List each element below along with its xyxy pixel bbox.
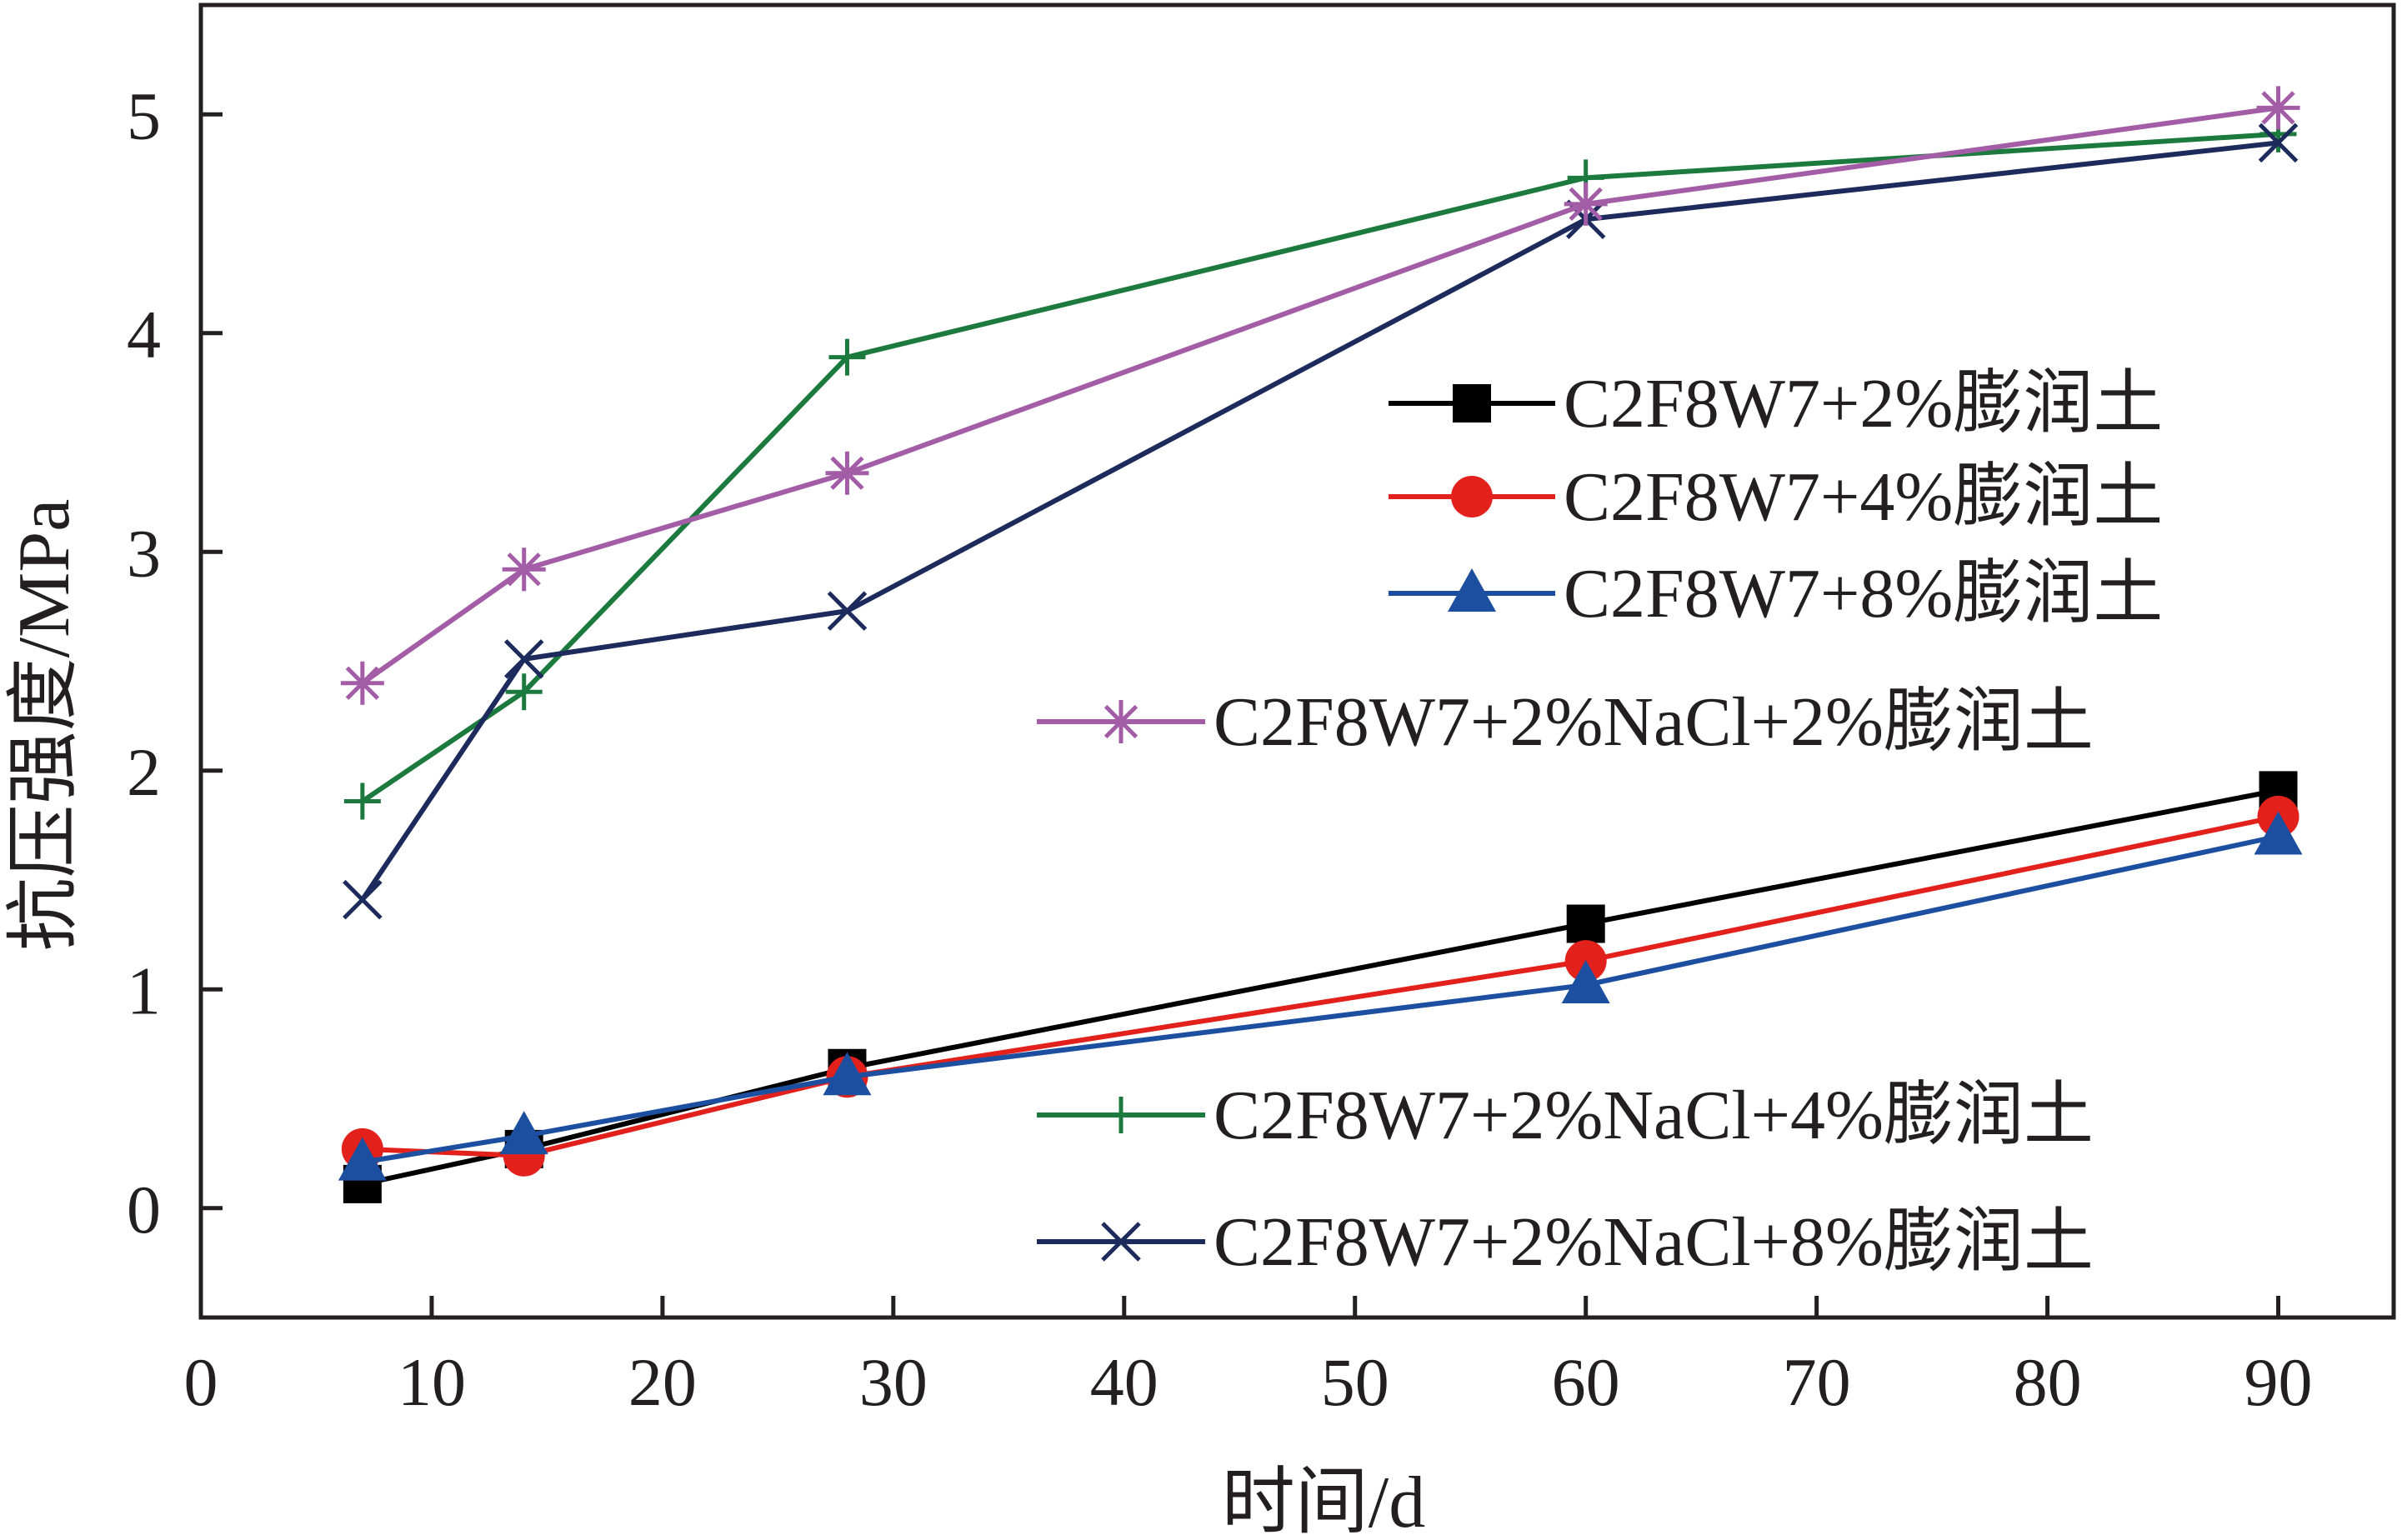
x-tick-label: 0: [184, 1344, 218, 1420]
x-tick-label: 70: [1783, 1344, 1851, 1420]
x-stroke: [343, 879, 383, 920]
legend-item-6: C2F8W7+2%NaCl+8%膨润土: [1037, 1203, 2094, 1281]
plot-frame: [198, 2, 2396, 1320]
asterisk-stroke: [830, 456, 864, 490]
asterisk-stroke: [1569, 187, 1603, 222]
data-point-asterisk: [2256, 86, 2300, 130]
legend: C2F8W7+2%膨润土 C2F8W7+4%膨润土 C2F8W7+8%膨润土 C2F8…: [1037, 365, 2163, 1281]
data-point-plus: [343, 782, 381, 820]
y-axis-title: 抗压强度/MPa: [4, 499, 85, 952]
data-point-plus: [1103, 1097, 1139, 1133]
legend-label: C2F8W7+2%膨润土: [1564, 365, 2163, 442]
legend-label: C2F8W7+8%膨润土: [1564, 555, 2163, 632]
x-axis-title: 时间/d: [1222, 1462, 1425, 1540]
data-point-plus: [505, 673, 543, 711]
data-point-x: [827, 591, 868, 631]
x-tick-label: 30: [859, 1344, 928, 1420]
data-point-asterisk: [502, 548, 546, 592]
legend-item-2: C2F8W7+4%膨润土: [1389, 458, 2163, 536]
data-point-square: [1453, 384, 1491, 422]
data-point-triangle: [499, 1111, 548, 1155]
data-point-x: [343, 879, 383, 920]
series-3: [338, 811, 2303, 1181]
x-tick-label: 40: [1090, 1344, 1158, 1420]
series-layer: [338, 86, 2303, 1203]
y-tick-label: 4: [127, 297, 161, 372]
x-tick-label: 10: [398, 1344, 466, 1420]
x-tick-label: 80: [2014, 1344, 2082, 1420]
legend-item-5: C2F8W7+2%NaCl+4%膨润土: [1037, 1077, 2094, 1154]
data-point-triangle: [2254, 811, 2303, 855]
asterisk-stroke: [1103, 704, 1138, 739]
data-point-asterisk: [825, 451, 869, 495]
y-tick-label: 3: [127, 515, 161, 591]
legend-label: C2F8W7+2%NaCl+8%膨润土: [1214, 1203, 2094, 1281]
data-point-triangle: [823, 1052, 872, 1096]
data-point-x: [503, 639, 544, 679]
asterisk-stroke: [345, 666, 380, 700]
y-tick-label: 0: [127, 1172, 161, 1248]
data-point-x: [2258, 122, 2299, 163]
data-point-triangle: [1448, 568, 1496, 612]
x-tick-label: 90: [2244, 1344, 2313, 1420]
legend-label: C2F8W7+2%NaCl+2%膨润土: [1214, 683, 2094, 761]
y-tick-label: 2: [127, 734, 161, 810]
asterisk-stroke: [507, 552, 541, 587]
legend-label: C2F8W7+2%NaCl+4%膨润土: [1214, 1077, 2094, 1154]
data-point-x: [1101, 1222, 1141, 1262]
series-5: [343, 115, 2297, 820]
data-point-plus: [828, 338, 866, 376]
x-stroke: [2258, 122, 2299, 163]
x-stroke: [827, 591, 868, 631]
x-tick-label: 50: [1321, 1344, 1389, 1420]
x-stroke: [1101, 1222, 1141, 1262]
legend-item-4: C2F8W7+2%NaCl+2%膨润土: [1037, 683, 2094, 761]
legend-label: C2F8W7+4%膨润土: [1564, 458, 2163, 536]
data-point-triangle: [338, 1137, 387, 1181]
axes: 0 10 20 30 40 50 60 70 80 90 0 1 2 3 4 5: [127, 2, 2396, 1420]
x-stroke: [503, 639, 544, 679]
data-point-circle: [1451, 476, 1493, 518]
data-point-asterisk: [1564, 182, 1608, 226]
asterisk-stroke: [2261, 91, 2295, 125]
x-tick-label: 20: [628, 1344, 697, 1420]
legend-item-3: C2F8W7+8%膨润土: [1389, 555, 2163, 632]
y-tick-label: 1: [127, 952, 161, 1028]
data-point-asterisk: [1099, 700, 1143, 743]
data-point-triangle: [1561, 960, 1610, 1003]
legend-item-1: C2F8W7+2%膨润土: [1389, 365, 2163, 442]
data-point-square: [1566, 904, 1605, 943]
data-point-asterisk: [340, 661, 384, 705]
x-tick-label: 60: [1552, 1344, 1620, 1420]
y-tick-label: 5: [127, 78, 161, 153]
series-4: [340, 86, 2300, 705]
